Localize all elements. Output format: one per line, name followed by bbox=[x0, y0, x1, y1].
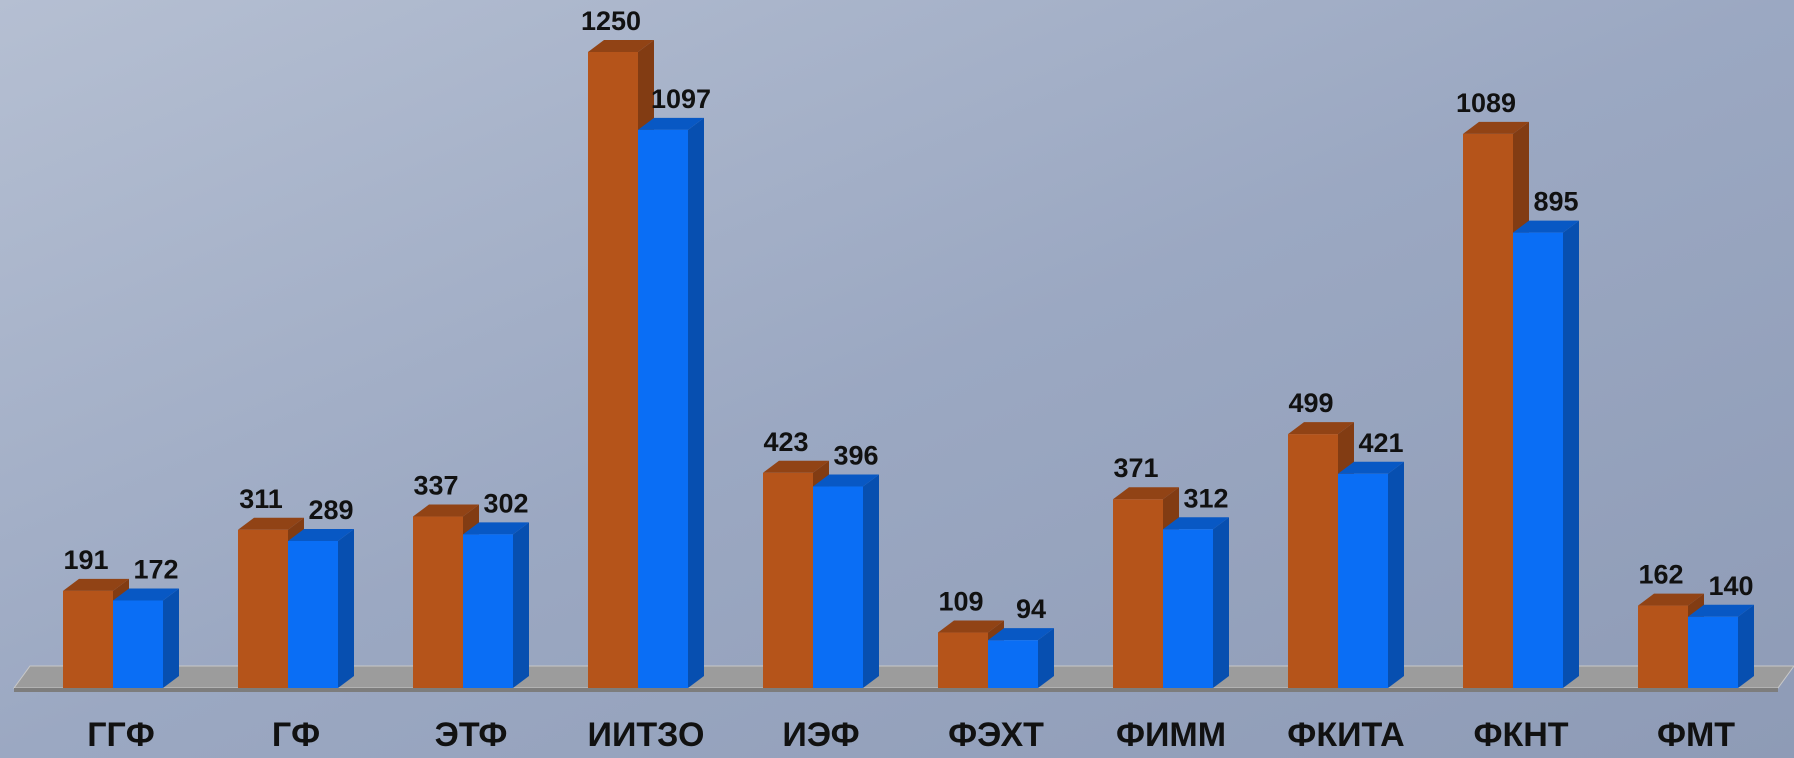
bar bbox=[763, 472, 813, 688]
value-label: 371 bbox=[1113, 453, 1158, 483]
value-label: 1250 bbox=[581, 6, 641, 36]
bar bbox=[1638, 605, 1688, 688]
bar-top bbox=[1113, 487, 1179, 500]
bar-top bbox=[113, 588, 179, 601]
value-label: 312 bbox=[1183, 483, 1228, 513]
bar-top bbox=[463, 522, 529, 535]
bar bbox=[63, 590, 113, 688]
bar-side bbox=[1038, 628, 1054, 688]
bar-side bbox=[1563, 220, 1579, 688]
value-label: 140 bbox=[1708, 571, 1753, 601]
bar bbox=[463, 534, 513, 688]
bar bbox=[1163, 529, 1213, 688]
bar bbox=[588, 52, 638, 688]
bar-top bbox=[638, 117, 704, 130]
bar bbox=[1688, 616, 1738, 688]
bar-side bbox=[688, 117, 704, 689]
x-tick-label: ИЭФ bbox=[782, 716, 859, 754]
bar bbox=[1113, 499, 1163, 688]
floor-edge bbox=[14, 688, 1778, 692]
value-label: 423 bbox=[763, 427, 808, 457]
value-label: 337 bbox=[413, 471, 458, 501]
bar bbox=[238, 529, 288, 688]
value-label: 302 bbox=[483, 488, 528, 518]
bar bbox=[988, 640, 1038, 688]
bar-top bbox=[413, 504, 479, 517]
bar-top bbox=[988, 628, 1054, 641]
bar-side bbox=[1388, 461, 1404, 688]
bar-top bbox=[588, 40, 654, 52]
value-label: 162 bbox=[1638, 560, 1683, 590]
bar bbox=[413, 516, 463, 688]
bar-top bbox=[763, 460, 829, 473]
bar-side bbox=[163, 588, 179, 688]
value-label: 172 bbox=[133, 554, 178, 584]
bar bbox=[1463, 133, 1513, 688]
bar-top bbox=[288, 528, 354, 541]
bar-top bbox=[1163, 517, 1229, 530]
bar bbox=[638, 129, 688, 688]
bar-side bbox=[338, 528, 354, 688]
bar-top bbox=[1463, 121, 1529, 134]
x-tick-label: ФМТ bbox=[1657, 716, 1735, 754]
x-tick-label: ИИТЗО bbox=[588, 716, 705, 754]
value-label: 191 bbox=[63, 545, 108, 575]
x-tick-label: ЭТФ bbox=[435, 716, 508, 754]
bar bbox=[1338, 473, 1388, 688]
x-tick-label: ФИММ bbox=[1116, 716, 1226, 754]
value-label: 396 bbox=[833, 441, 878, 471]
x-tick-label: ГФ bbox=[272, 716, 320, 754]
bar-top bbox=[63, 578, 129, 591]
value-label: 311 bbox=[239, 484, 283, 514]
x-tick-label: ГГФ bbox=[87, 716, 155, 754]
bar bbox=[113, 600, 163, 688]
bar-top bbox=[1513, 220, 1579, 233]
x-tick-label: ФКИТА bbox=[1287, 716, 1404, 754]
value-label: 1089 bbox=[1456, 88, 1516, 118]
bar-side bbox=[513, 522, 529, 688]
bar-top bbox=[1638, 593, 1704, 606]
x-tick-label: ФЭХТ bbox=[948, 716, 1044, 754]
bar bbox=[1288, 434, 1338, 688]
bar bbox=[813, 486, 863, 688]
x-tick-label: ФКНТ bbox=[1473, 716, 1568, 754]
bar-top bbox=[238, 517, 304, 530]
bar-top bbox=[938, 620, 1004, 633]
bar bbox=[938, 632, 988, 688]
value-label: 289 bbox=[308, 495, 353, 525]
bar bbox=[1513, 232, 1563, 688]
value-label: 109 bbox=[938, 587, 983, 617]
value-label: 94 bbox=[1016, 594, 1046, 624]
value-label: 499 bbox=[1288, 388, 1333, 418]
bar-side bbox=[1213, 517, 1229, 688]
bar-top bbox=[813, 474, 879, 487]
bar-top bbox=[1688, 604, 1754, 617]
value-label: 421 bbox=[1358, 428, 1403, 458]
bar-top bbox=[1288, 422, 1354, 435]
bar-top bbox=[1338, 461, 1404, 474]
bar-side bbox=[863, 474, 879, 688]
value-label: 895 bbox=[1533, 187, 1578, 217]
value-label: 1097 bbox=[651, 84, 711, 114]
bar bbox=[288, 540, 338, 688]
bar-side bbox=[1738, 604, 1754, 688]
